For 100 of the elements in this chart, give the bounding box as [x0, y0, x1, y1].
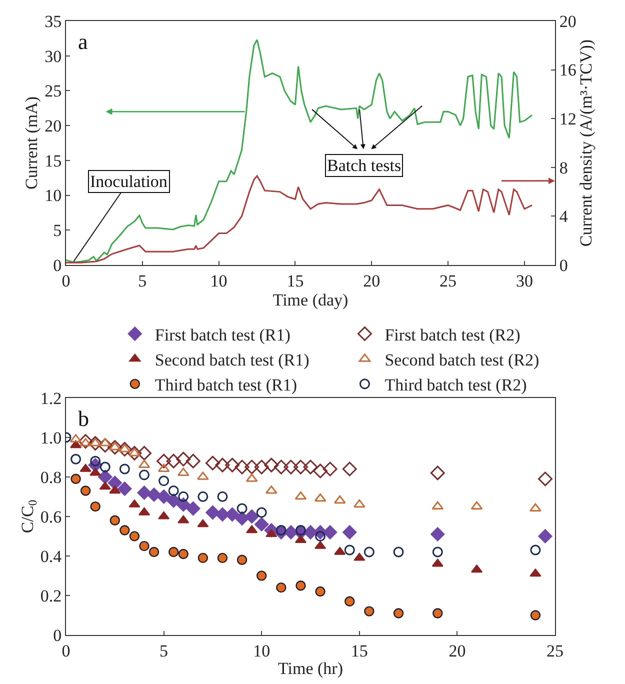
point [295, 525, 306, 536]
y2-tick-label: 16 [559, 60, 576, 80]
y2-tick-label: 4 [559, 207, 568, 226]
point [127, 446, 142, 460]
point [166, 494, 181, 508]
point [364, 546, 374, 558]
point [530, 544, 541, 556]
point [538, 472, 552, 486]
line-series [66, 39, 533, 263]
point [217, 491, 228, 502]
point [430, 527, 445, 542]
point [146, 488, 162, 502]
point [129, 531, 140, 542]
point [198, 552, 208, 564]
y-tick-label: 0.8 [40, 468, 62, 487]
point [90, 501, 100, 512]
y-tick-label: 1.2 [40, 388, 62, 408]
point [156, 490, 171, 504]
x-axis-title: Time (hr) [278, 658, 344, 678]
point [256, 507, 267, 518]
point [236, 554, 248, 565]
point [432, 546, 443, 558]
point [314, 493, 326, 502]
y2-axis-title: Current density (A/(m³·TCV)) [576, 39, 596, 247]
x-tick-label: 20 [448, 641, 466, 660]
point [178, 491, 189, 502]
point [276, 525, 286, 536]
legend-label: First batch test (R1) [154, 325, 290, 344]
point [70, 474, 81, 484]
y-tick-label: 5 [53, 221, 62, 240]
y-tick-label: 0 [53, 626, 62, 645]
y-axis-title: Current (mA) [22, 96, 42, 190]
point [264, 458, 279, 472]
point [118, 482, 132, 496]
point [186, 454, 200, 468]
point [254, 460, 269, 474]
point [206, 505, 220, 520]
point [244, 509, 259, 524]
point [234, 460, 250, 474]
point [138, 460, 150, 468]
annotation: a [78, 29, 88, 54]
point [80, 464, 92, 472]
point [98, 470, 112, 484]
point [108, 440, 122, 455]
point [538, 529, 552, 544]
point [197, 519, 209, 528]
point [334, 546, 346, 555]
y-tick-label: 15 [44, 151, 62, 170]
point [158, 476, 170, 486]
y-tick-label: 20 [44, 116, 62, 136]
legend-label: First batch test (R2) [384, 325, 520, 344]
x-tick-label: 5 [138, 271, 147, 290]
point [430, 466, 445, 480]
point [178, 548, 188, 560]
x-tick-label: 5 [160, 641, 168, 660]
point [205, 456, 220, 470]
y-tick-label: 35 [44, 12, 62, 31]
point [364, 606, 374, 616]
legend-label: Second batch test (R2) [384, 350, 540, 370]
point [139, 540, 150, 552]
x-tick-label: 20 [363, 271, 380, 290]
legend-label: Second batch test (R1) [154, 350, 310, 370]
point [315, 530, 326, 542]
point [256, 570, 267, 581]
x-tick-label: 25 [440, 271, 457, 290]
point [313, 464, 328, 478]
point [100, 462, 110, 472]
point [99, 482, 111, 490]
point [225, 507, 240, 522]
y-tick-label: 0.6 [40, 507, 62, 526]
point [88, 436, 103, 451]
point [246, 525, 258, 534]
annotation: b [78, 406, 89, 431]
point [217, 552, 228, 564]
point [158, 511, 170, 520]
point [78, 434, 93, 449]
y-tick-label: 30 [44, 46, 62, 66]
point [432, 558, 444, 567]
point [166, 454, 181, 468]
point [225, 458, 240, 472]
legend-label: Third batch test (R1) [154, 376, 298, 395]
point [98, 438, 112, 453]
point [334, 495, 346, 504]
point [168, 485, 179, 496]
point [353, 499, 366, 508]
point [432, 608, 443, 618]
y-tick-label: 0 [53, 256, 62, 275]
y2-tick-label: 0 [559, 256, 568, 275]
y-tick-label: 10 [44, 186, 62, 206]
point [80, 486, 91, 496]
point [344, 596, 355, 606]
point [118, 444, 131, 452]
point [148, 546, 160, 558]
point [530, 610, 541, 620]
point [432, 501, 444, 510]
x-tick-label: 15 [350, 641, 368, 660]
point [393, 608, 404, 618]
point [198, 491, 208, 502]
line-series [66, 175, 533, 264]
y-tick-label: 25 [44, 82, 62, 101]
